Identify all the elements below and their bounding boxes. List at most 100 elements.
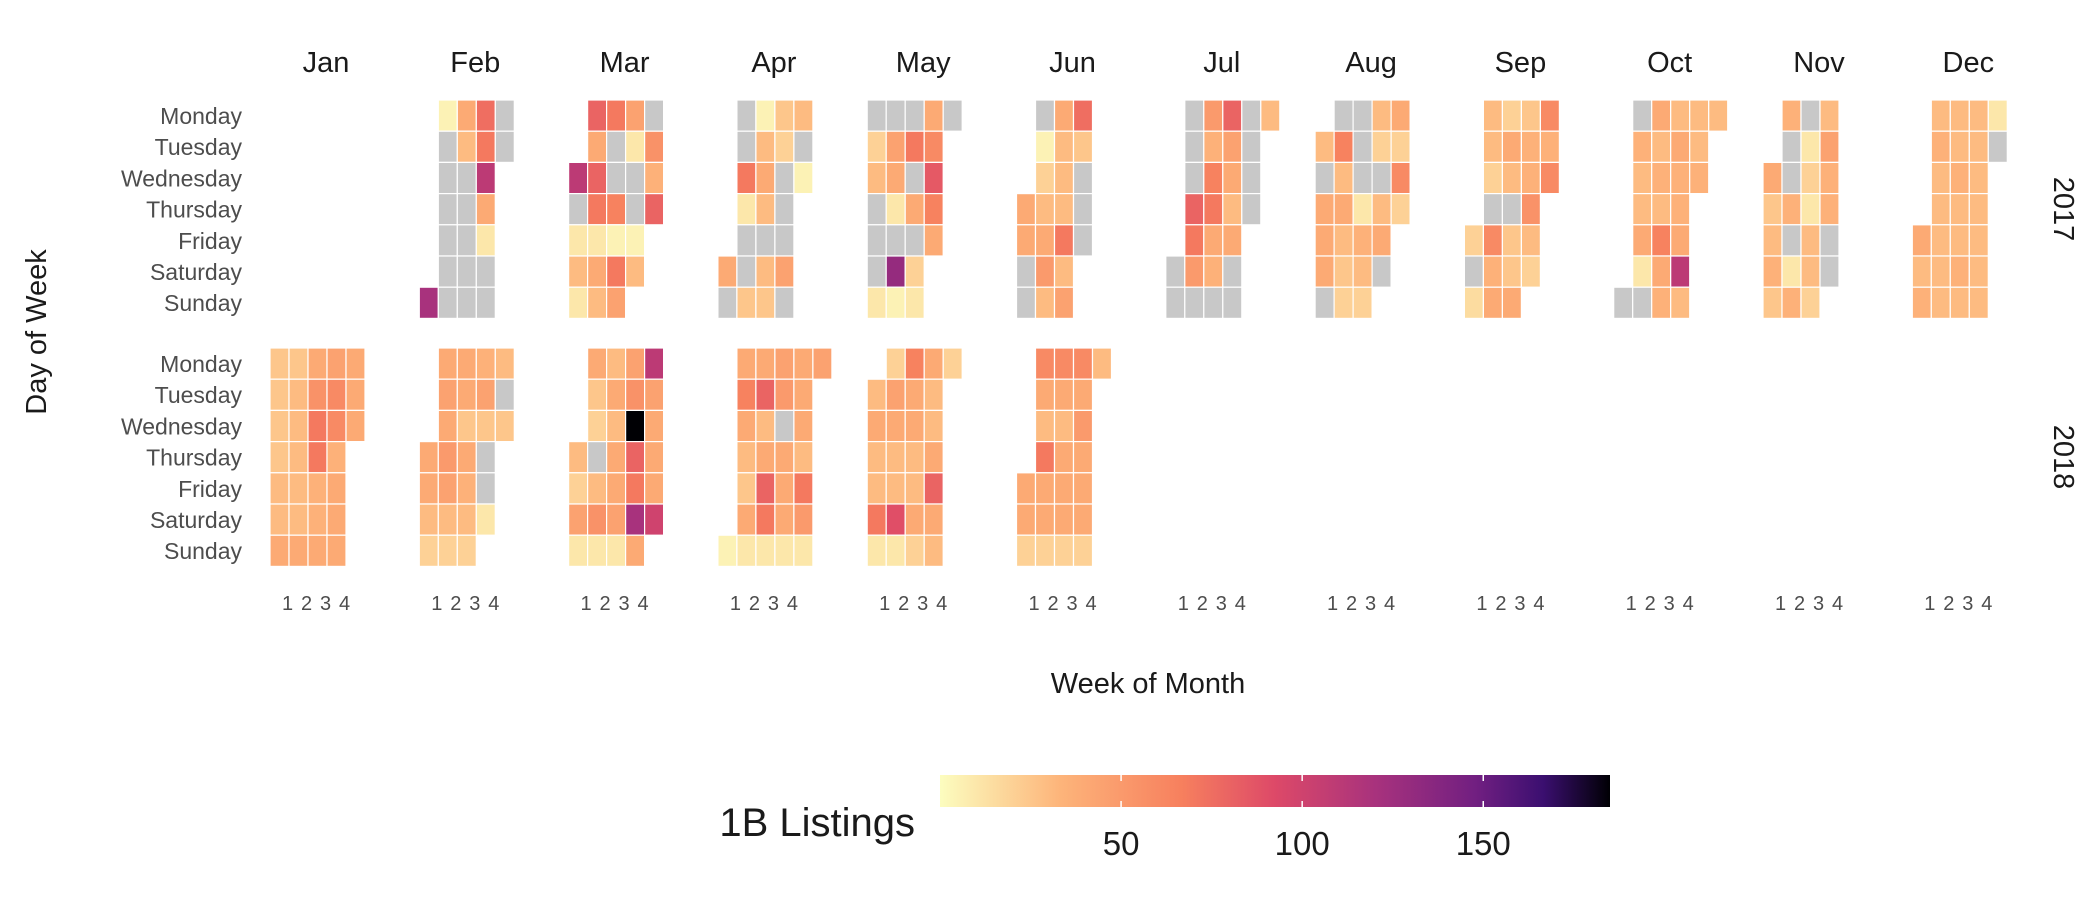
heatmap-cell xyxy=(736,224,757,257)
heatmap-cell xyxy=(1015,193,1037,226)
heatmap-cell xyxy=(1781,130,1802,163)
week-tick-label: 4 xyxy=(1832,593,1843,615)
heatmap-cell xyxy=(1689,130,1710,163)
heatmap-cell xyxy=(1333,255,1354,288)
heatmap-cell xyxy=(904,224,925,257)
heatmap-cell xyxy=(475,255,496,288)
heatmap-cell xyxy=(475,472,496,505)
heatmap-cell xyxy=(1520,224,1542,257)
heatmap-cell xyxy=(456,347,477,380)
heatmap-cell xyxy=(624,161,646,195)
heatmap-cell xyxy=(1314,130,1335,163)
heatmap-cell xyxy=(586,193,608,226)
day-labels: Monday Tuesday Wednesday Thursday Friday Satu… xyxy=(121,103,243,564)
heatmap-cell xyxy=(904,99,925,132)
heatmap-cell xyxy=(269,503,290,536)
heatmap-cell xyxy=(1800,224,1821,257)
heatmap-cell xyxy=(643,409,665,443)
week-tick-label: 1 xyxy=(1775,593,1786,615)
heatmap-cell xyxy=(1053,347,1075,380)
heatmap-cell xyxy=(904,441,925,474)
heatmap-cell xyxy=(567,255,589,288)
week-tick-label: 4 xyxy=(638,593,649,615)
heatmap-cell xyxy=(1632,286,1653,320)
y-axis-label: Day of Week xyxy=(21,249,53,415)
heatmap-cell xyxy=(1015,503,1037,536)
heatmap-cell xyxy=(1670,193,1691,226)
heatmap-cell xyxy=(1371,99,1392,132)
heatmap-cell xyxy=(1203,99,1224,132)
month-label: May xyxy=(896,47,951,79)
heatmap-cell xyxy=(1520,130,1542,163)
heatmap-cell xyxy=(1034,286,1056,320)
heatmap-cell xyxy=(904,472,925,505)
heatmap-cell xyxy=(904,130,925,163)
week-tick-label: 3 xyxy=(469,593,480,615)
heatmap-cell xyxy=(624,224,646,257)
heatmap-cell xyxy=(1949,193,1970,226)
heatmap-cell xyxy=(1091,347,1113,380)
heatmap-cell xyxy=(885,286,906,320)
heatmap-cell xyxy=(885,161,906,195)
heatmap-cell xyxy=(1501,99,1523,132)
heatmap-cell xyxy=(736,347,757,380)
heatmap-cell xyxy=(494,130,515,163)
heatmap-cell xyxy=(567,224,589,257)
heatmap-cell xyxy=(1670,255,1691,288)
heatmap-cell xyxy=(567,286,589,320)
heatmap-cell xyxy=(326,347,347,380)
heatmap-cell xyxy=(1762,193,1783,226)
heatmap-cell xyxy=(1352,286,1373,320)
heatmap-cell xyxy=(1165,255,1186,288)
heatmap-cell xyxy=(885,534,906,568)
heatmap-cell xyxy=(1314,286,1335,320)
heatmap-cell xyxy=(437,472,458,505)
heatmap-cell xyxy=(1762,224,1783,257)
heatmap-cell xyxy=(456,378,477,412)
heatmap-cell xyxy=(1968,193,1989,226)
week-tick-label: 3 xyxy=(619,593,630,615)
heatmap-cell xyxy=(605,534,627,568)
heatmap-cell xyxy=(1034,224,1056,257)
week-tick-label: 1 xyxy=(431,593,442,615)
heatmap-cell xyxy=(1072,347,1094,380)
day-label: Tuesday xyxy=(155,382,243,408)
heatmap-cell xyxy=(643,378,665,412)
heatmap-cell xyxy=(1911,255,1932,288)
week-tick-label: 2 xyxy=(749,593,760,615)
heatmap-cell xyxy=(1034,503,1056,536)
heatmap-cell xyxy=(624,378,646,412)
heatmap-cell xyxy=(1333,193,1354,226)
heatmap-cell xyxy=(885,441,906,474)
heatmap-cell xyxy=(812,347,833,380)
heatmap-cell xyxy=(437,224,458,257)
heatmap-cell xyxy=(1053,130,1075,163)
heatmap-cell xyxy=(1930,130,1951,163)
heatmap-cell xyxy=(288,503,309,536)
heatmap-cell xyxy=(1949,99,1970,132)
day-label: Thursday xyxy=(146,445,242,471)
week-tick-label: 1 xyxy=(1626,593,1637,615)
heatmap-cell xyxy=(605,378,627,412)
heatmap-cell xyxy=(774,503,795,536)
heatmap-cell xyxy=(1482,161,1504,195)
heatmap-cell xyxy=(456,224,477,257)
heatmap-cell xyxy=(923,193,944,226)
heatmap-cell xyxy=(755,378,776,412)
heatmap-cell xyxy=(1482,255,1504,288)
month-label: Feb xyxy=(450,47,500,79)
heatmap-cell xyxy=(717,255,738,288)
week-tick-label: 4 xyxy=(1683,593,1694,615)
week-tick-label: 4 xyxy=(339,593,350,615)
heatmap-cell xyxy=(456,161,477,195)
heatmap-cell xyxy=(1651,286,1672,320)
heatmap-cell xyxy=(307,347,328,380)
heatmap-cell xyxy=(1352,193,1373,226)
heatmap-cell xyxy=(1390,193,1411,226)
heatmap-cell xyxy=(717,286,738,320)
heatmap-cell xyxy=(475,378,496,412)
heatmap-cell xyxy=(605,99,627,132)
heatmap-cell xyxy=(1968,99,1989,132)
day-label: Tuesday xyxy=(155,134,243,160)
heatmap-cell xyxy=(755,534,776,568)
